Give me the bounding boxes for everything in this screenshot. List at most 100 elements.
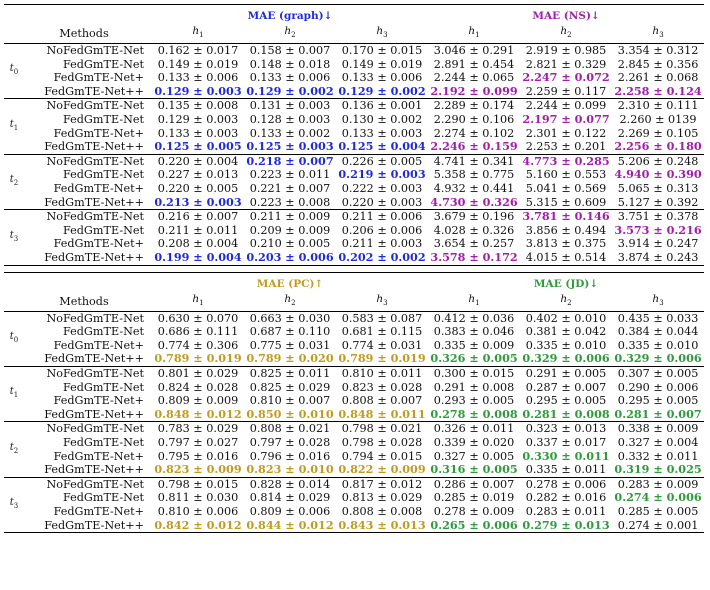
metric-cell: 0.339 ± 0.020	[433, 436, 515, 450]
table-row: FedGmTE-Net 0.824 ± 0.028 0.825 ± 0.029 0.8…	[4, 381, 704, 395]
metric-cell: 2.891 ± 0.454	[433, 57, 515, 71]
metric-cell: 0.848 ± 0.011	[338, 406, 426, 421]
metric-cell: 0.291 ± 0.005	[520, 366, 613, 381]
time-letter: t	[9, 229, 14, 241]
metric-cell: 0.158 ± 0.007	[244, 43, 336, 58]
blank-cell	[520, 264, 613, 273]
metric-cell: 4.730 ± 0.326	[430, 194, 518, 209]
metric-cell: 2.197 ± 0.077	[522, 112, 610, 127]
metric-cell: 3.751 ± 0.378	[612, 209, 705, 224]
metric-cell: 0.412 ± 0.036	[428, 310, 521, 326]
horizon-index: 2	[567, 31, 572, 40]
table-row: FedGmTE-Net++ 0.125 ± 0.005 0.125 ± 0.003 0…	[4, 139, 704, 154]
table-row: FedGmTE-Net++ 0.129 ± 0.003 0.129 ± 0.002 0…	[4, 83, 704, 99]
table-row: FedGmTE-Net+ 0.809 ± 0.009 0.810 ± 0.007 0.…	[4, 394, 704, 408]
method-name: FedGmTE-Net+	[53, 505, 144, 518]
metric-cell: 0.842 ± 0.012	[154, 517, 242, 532]
table-row: FedGmTE-Net++ 0.842 ± 0.012 0.844 ± 0.012 0…	[4, 517, 704, 533]
metric-cell: 3.679 ± 0.196	[428, 209, 521, 224]
horizon-header-h1: h1	[428, 292, 520, 312]
metric-cell: 2.192 ± 0.099	[430, 83, 518, 98]
metric-cell: 3.914 ± 0.247	[617, 237, 699, 251]
horizon-header-h1: h1	[428, 24, 520, 44]
metric-cell: 5.358 ± 0.775	[433, 168, 515, 182]
time-label-t1: t1	[4, 366, 24, 422]
metric-cell: 0.220 ± 0.005	[157, 182, 239, 196]
metric-cell: 0.801 ± 0.029	[152, 366, 244, 381]
method-name: FedGmTE-Net++	[44, 140, 144, 154]
horizon-letter: h	[560, 25, 568, 37]
metric-cell: 0.213 ± 0.003	[154, 194, 242, 209]
metric-cell: 0.130 ± 0.002	[341, 113, 423, 127]
metric-cell: 0.383 ± 0.046	[433, 325, 515, 339]
blank-cell	[4, 4, 24, 24]
horizon-header-h1: h1	[152, 24, 244, 44]
metric-cell: 3.578 ± 0.172	[430, 250, 518, 264]
method-name: NoFedGmTE-Net	[24, 43, 152, 58]
metric-cell: 2.290 ± 0.106	[433, 113, 515, 127]
metric-cell: 0.825 ± 0.011	[244, 366, 336, 381]
method-name: FedGmTE-Net++	[44, 84, 144, 98]
metric-cell: 0.216 ± 0.007	[152, 209, 244, 224]
metric-cell: 2.244 ± 0.099	[520, 98, 613, 114]
panel-bottom-rule	[4, 532, 705, 542]
time-label-t1: t1	[4, 98, 24, 155]
metric-cell: 4.015 ± 0.514	[525, 251, 607, 264]
blank-cell	[336, 532, 429, 542]
metric-cell: 0.210 ± 0.005	[249, 237, 331, 251]
blank-cell	[428, 264, 521, 273]
group-header-row: MAE (graph)↓ MAE (NS)↓	[4, 4, 705, 24]
metric-cell: 0.323 ± 0.013	[520, 421, 613, 437]
horizon-header-h3: h3	[612, 292, 704, 312]
metric-cell: 2.247 ± 0.072	[522, 70, 610, 85]
metric-cell: 3.046 ± 0.291	[428, 43, 521, 58]
time-index: 3	[13, 502, 19, 511]
horizon-letter: h	[468, 292, 476, 305]
metric-cell: 0.326 ± 0.005	[430, 351, 518, 366]
blank-cell	[612, 532, 705, 542]
metric-cell: 0.809 ± 0.009	[157, 394, 239, 408]
table-row: FedGmTE-Net+ 0.220 ± 0.005 0.221 ± 0.007 0.…	[4, 182, 704, 196]
metric-cell: 2.919 ± 0.985	[520, 43, 613, 58]
time-label-t2: t2	[4, 421, 24, 478]
table-row: t0 NoFedGmTE-Net 0.630 ± 0.070 0.663 ± 0.03…	[4, 310, 705, 367]
group-title-right: MAE (NS)↓	[428, 4, 705, 24]
method-name: FedGmTE-Net	[63, 436, 144, 450]
metric-cell: 4.741 ± 0.341	[428, 153, 521, 169]
metric-cell: 0.329 ± 0.006	[614, 351, 702, 366]
table-row: FedGmTE-Net+ 0.810 ± 0.006 0.809 ± 0.006 0.…	[4, 505, 704, 519]
method-name: NoFedGmTE-Net	[24, 366, 152, 381]
table-row: FedGmTE-Net 0.227 ± 0.013 0.223 ± 0.011 0.2…	[4, 168, 704, 182]
metric-cell: 2.301 ± 0.122	[525, 126, 607, 140]
time-index: 2	[13, 446, 19, 455]
metric-cell: 2.258 ± 0.124	[614, 83, 702, 98]
metric-cell: 0.811 ± 0.030	[157, 491, 239, 505]
metric-cell: 0.295 ± 0.005	[525, 394, 607, 408]
metric-cell: 0.825 ± 0.029	[249, 380, 331, 394]
metric-cell: 0.828 ± 0.014	[244, 476, 336, 492]
metric-cell: 0.282 ± 0.016	[525, 491, 607, 505]
horizon-index: 1	[199, 298, 204, 307]
method-name: FedGmTE-Net	[63, 223, 144, 237]
metric-cell: 0.330 ± 0.011	[522, 448, 610, 463]
metric-cell: 0.211 ± 0.003	[341, 237, 423, 251]
table-row: t3 NoFedGmTE-Net 0.216 ± 0.007 0.211 ± 0.00…	[4, 209, 705, 266]
horizon-index: 3	[659, 31, 664, 40]
metric-cell: 0.630 ± 0.070	[152, 310, 244, 326]
horizon-letter: h	[652, 25, 660, 37]
metric-cell: 0.285 ± 0.019	[433, 491, 515, 505]
metric-cell: 0.794 ± 0.015	[341, 449, 423, 463]
horizon-letter: h	[284, 25, 292, 37]
metric-cell: 0.211 ± 0.011	[157, 223, 239, 237]
horizon-header-h3: h3	[336, 292, 428, 312]
metric-cell: 0.286 ± 0.007	[428, 476, 521, 492]
metric-cell: 2.269 ± 0.105	[617, 126, 699, 140]
metric-cell: 0.850 ± 0.010	[246, 406, 334, 421]
blank-cell	[336, 264, 429, 273]
table-row: FedGmTE-Net 0.129 ± 0.003 0.128 ± 0.003 0.1…	[4, 112, 704, 127]
metric-cell: 0.319 ± 0.025	[614, 462, 702, 477]
metric-cell: 0.823 ± 0.009	[154, 462, 242, 477]
metric-cell: 0.798 ± 0.028	[341, 436, 423, 450]
metric-cell: 0.326 ± 0.011	[428, 421, 521, 437]
method-name: FedGmTE-Net++	[44, 352, 144, 366]
